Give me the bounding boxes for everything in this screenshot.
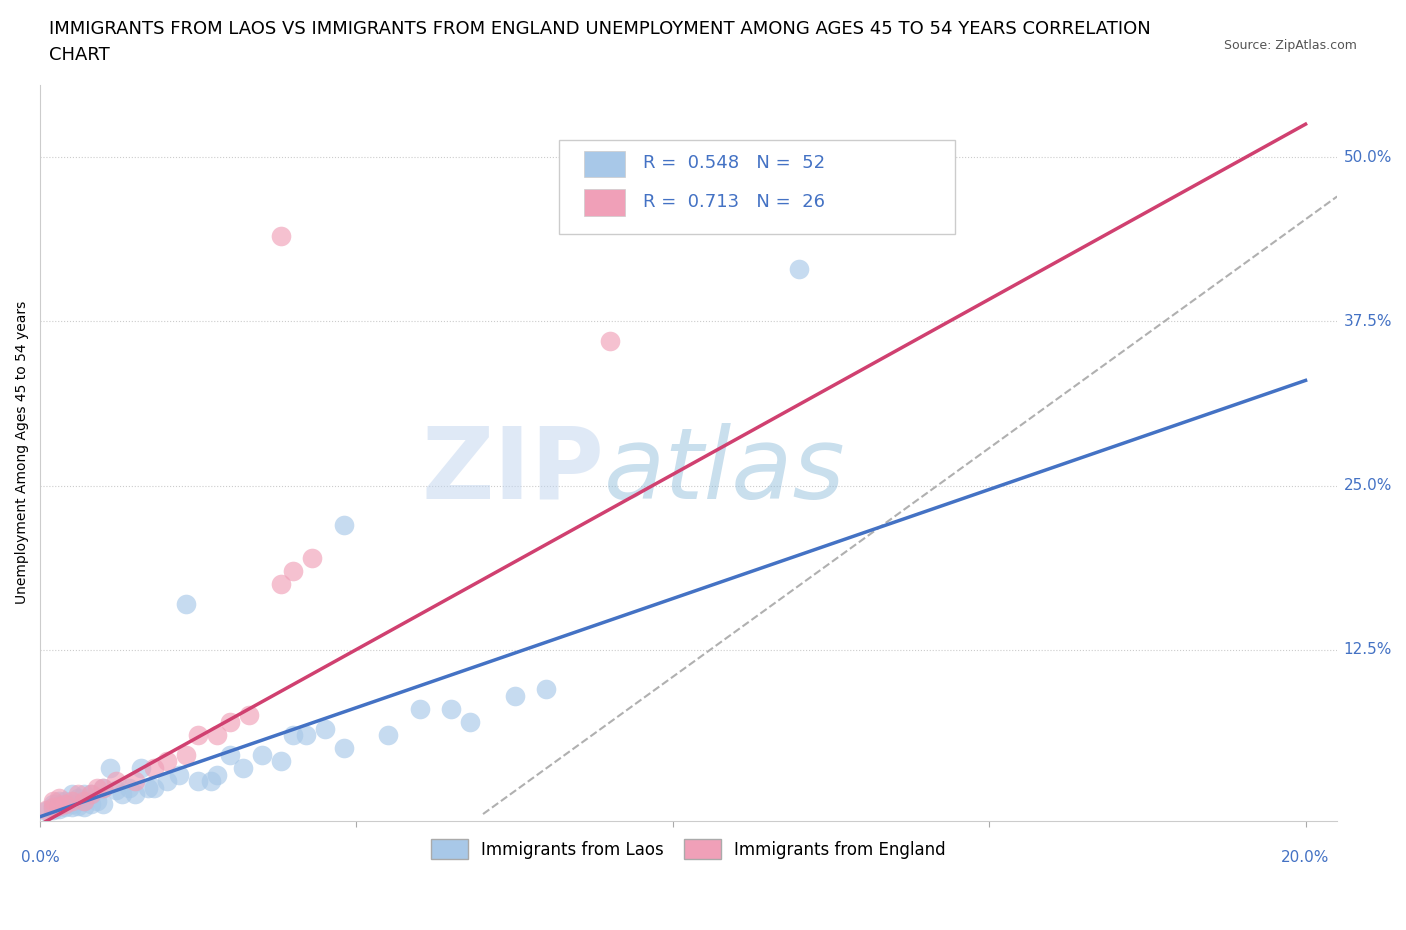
Point	[105, 783, 128, 798]
FancyBboxPatch shape	[560, 140, 955, 234]
Point	[169, 767, 191, 782]
Point	[48, 802, 70, 817]
Point	[86, 780, 108, 795]
Point	[42, 803, 65, 817]
Point	[98, 761, 121, 776]
Text: 0.0%: 0.0%	[21, 849, 59, 865]
Point	[156, 754, 179, 769]
Point	[124, 787, 146, 802]
Point	[60, 787, 83, 802]
Point	[35, 803, 58, 817]
Point	[48, 790, 70, 805]
Point	[55, 793, 77, 808]
Point	[270, 754, 292, 769]
Point	[86, 793, 108, 808]
Text: Source: ZipAtlas.com: Source: ZipAtlas.com	[1223, 39, 1357, 52]
Point	[136, 780, 159, 795]
Point	[73, 793, 96, 808]
Point	[55, 800, 77, 815]
Point	[314, 721, 336, 736]
Point	[207, 728, 229, 743]
Point	[48, 797, 70, 812]
Point	[111, 787, 134, 802]
Point	[124, 774, 146, 789]
Point	[42, 796, 65, 811]
Point	[440, 701, 463, 716]
Point	[42, 793, 65, 808]
Point	[283, 564, 305, 578]
Point	[207, 767, 229, 782]
Point	[80, 787, 103, 802]
Point	[156, 774, 179, 789]
Point	[60, 796, 83, 811]
Point	[219, 748, 242, 763]
Point	[333, 517, 356, 532]
Point	[174, 748, 197, 763]
FancyBboxPatch shape	[583, 151, 626, 178]
Point	[35, 804, 58, 819]
Text: 12.5%: 12.5%	[1344, 643, 1392, 658]
Point	[80, 796, 103, 811]
Point	[270, 229, 292, 244]
Y-axis label: Unemployment Among Ages 45 to 54 years: Unemployment Among Ages 45 to 54 years	[15, 301, 30, 604]
Text: CHART: CHART	[49, 46, 110, 64]
Point	[60, 793, 83, 808]
Point	[460, 714, 482, 729]
Point	[60, 800, 83, 815]
Point	[536, 682, 558, 697]
Point	[67, 799, 90, 814]
Point	[174, 596, 197, 611]
Point	[93, 796, 115, 811]
Point	[93, 780, 115, 795]
Point	[187, 774, 209, 789]
Point	[105, 774, 128, 789]
Point	[55, 796, 77, 811]
Text: 20.0%: 20.0%	[1281, 849, 1330, 865]
Point	[599, 334, 621, 349]
Point	[283, 728, 305, 743]
Point	[48, 793, 70, 808]
Point	[73, 793, 96, 808]
Point	[67, 787, 90, 802]
Point	[503, 688, 526, 703]
Text: 37.5%: 37.5%	[1344, 313, 1392, 329]
Text: R =  0.548   N =  52: R = 0.548 N = 52	[644, 154, 825, 172]
Point	[333, 741, 356, 756]
Point	[118, 780, 141, 795]
Point	[250, 748, 273, 763]
Point	[789, 261, 811, 276]
Point	[73, 787, 96, 802]
Text: R =  0.713   N =  26: R = 0.713 N = 26	[644, 193, 825, 211]
Point	[73, 800, 96, 815]
Point	[377, 728, 399, 743]
Point	[93, 780, 115, 795]
Point	[295, 728, 318, 743]
Text: IMMIGRANTS FROM LAOS VS IMMIGRANTS FROM ENGLAND UNEMPLOYMENT AMONG AGES 45 TO 54: IMMIGRANTS FROM LAOS VS IMMIGRANTS FROM …	[49, 20, 1152, 38]
Point	[143, 761, 166, 776]
Point	[187, 728, 209, 743]
Point	[42, 800, 65, 815]
Legend: Immigrants from Laos, Immigrants from England: Immigrants from Laos, Immigrants from En…	[425, 832, 952, 865]
Point	[238, 708, 260, 723]
Point	[200, 774, 222, 789]
Point	[67, 790, 90, 805]
Point	[80, 787, 103, 802]
Point	[42, 800, 65, 815]
Point	[409, 701, 432, 716]
FancyBboxPatch shape	[583, 189, 626, 216]
Point	[131, 761, 153, 776]
Point	[301, 551, 323, 565]
Text: 25.0%: 25.0%	[1344, 478, 1392, 493]
Point	[48, 799, 70, 814]
Point	[143, 780, 166, 795]
Text: ZIP: ZIP	[422, 422, 605, 520]
Point	[219, 714, 242, 729]
Text: atlas: atlas	[605, 422, 846, 520]
Text: 50.0%: 50.0%	[1344, 150, 1392, 165]
Point	[232, 761, 254, 776]
Point	[270, 577, 292, 591]
